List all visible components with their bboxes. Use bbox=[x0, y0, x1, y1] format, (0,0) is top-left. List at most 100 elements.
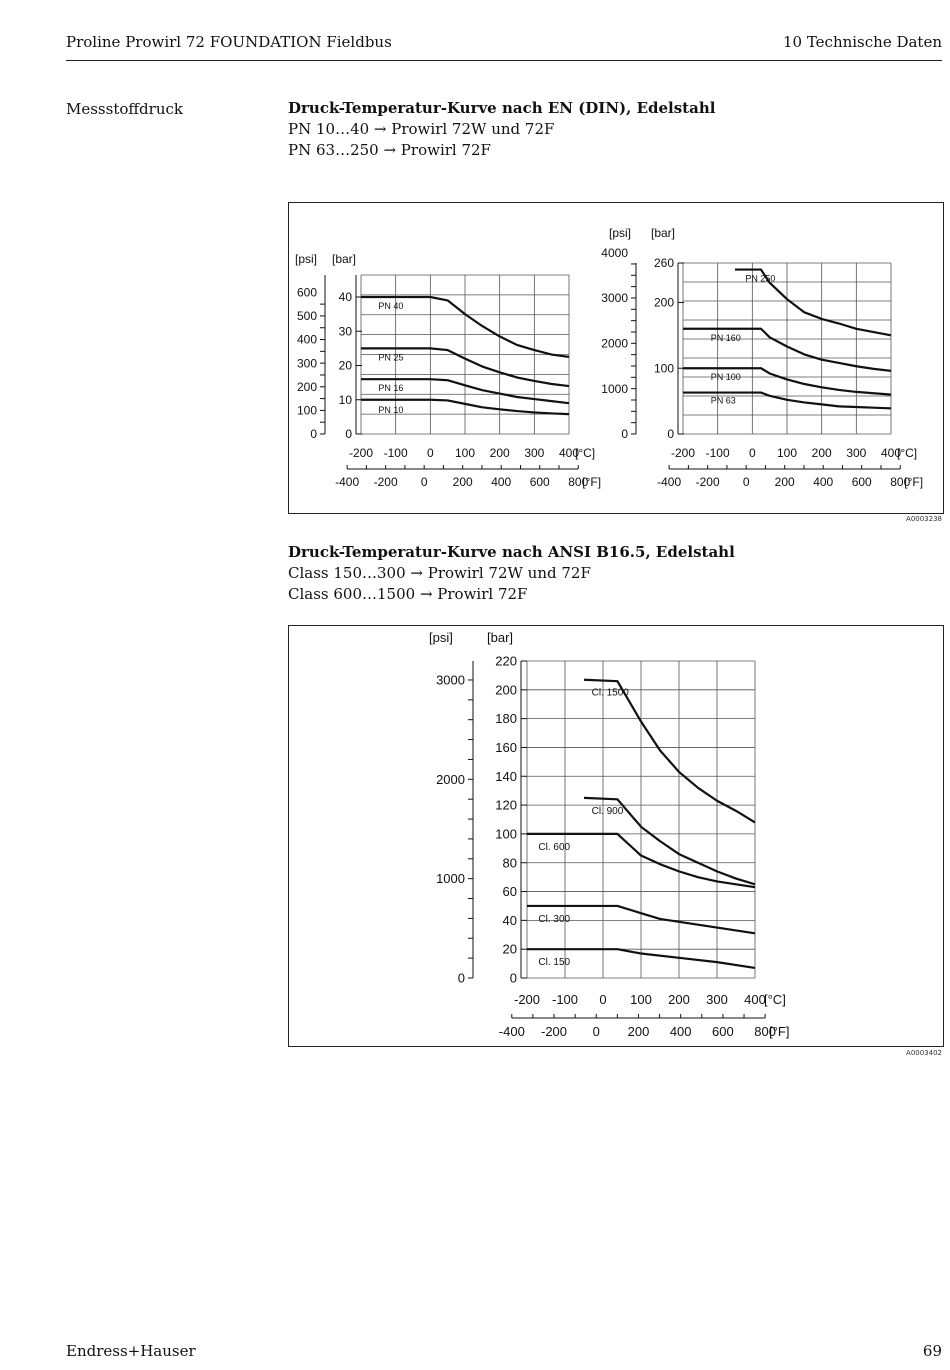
fahrenheit-tick-label: -200 bbox=[374, 475, 398, 489]
fahrenheit-tick-label: 600 bbox=[530, 475, 550, 489]
curve-label: PN 63 bbox=[711, 396, 736, 406]
fahrenheit-tick-label: 400 bbox=[813, 475, 833, 489]
psi-tick-label: 300 bbox=[297, 356, 317, 370]
celsius-tick-label: -200 bbox=[671, 446, 695, 460]
celsius-tick-label: 200 bbox=[812, 446, 832, 460]
bar-tick-label: 20 bbox=[503, 942, 517, 957]
curve-pn-16 bbox=[361, 378, 570, 405]
en-din-charts: 0 10 20 30 40 [bar] 0 100 200 300 400 500 600 [psi] -2… bbox=[295, 226, 923, 489]
curve-cl-300 bbox=[527, 904, 756, 935]
psi-tick-label: 400 bbox=[297, 333, 317, 347]
psi-tick-label: 2000 bbox=[601, 337, 628, 351]
psi-tick-label: 0 bbox=[310, 427, 317, 441]
chart-3: 020406080100120140160180200220[bar]01000… bbox=[429, 630, 790, 1039]
celsius-unit-label: [°C] bbox=[575, 446, 595, 460]
psi-unit-label: [psi] bbox=[429, 630, 453, 645]
section-2-title: Druck-Temperatur-Kurve nach ANSI B16.5, … bbox=[288, 543, 735, 561]
curve-label: Cl. 900 bbox=[592, 806, 624, 817]
curve-label: PN 160 bbox=[711, 333, 741, 343]
bar-unit-label: [bar] bbox=[487, 630, 513, 645]
psi-tick-label: 0 bbox=[621, 427, 628, 441]
psi-tick-label: 3000 bbox=[601, 291, 628, 305]
bar-unit-label: [bar] bbox=[332, 252, 356, 266]
celsius-tick-label: 400 bbox=[881, 446, 901, 460]
bar-tick-label: 0 bbox=[510, 971, 517, 986]
curve-label: Cl. 1500 bbox=[592, 688, 630, 699]
footer-company: Endress+Hauser bbox=[66, 1342, 196, 1360]
psi-unit-label: [psi] bbox=[609, 226, 631, 240]
side-label: Messstoffdruck bbox=[66, 100, 183, 118]
fahrenheit-tick-label: 200 bbox=[628, 1024, 650, 1039]
celsius-tick-label: 300 bbox=[706, 992, 728, 1007]
curve-label: PN 16 bbox=[378, 383, 403, 393]
bar-tick-label: 60 bbox=[503, 884, 517, 899]
page-number: 69 bbox=[922, 1342, 942, 1360]
curve-label: Cl. 150 bbox=[538, 957, 570, 968]
fahrenheit-tick-label: -400 bbox=[335, 475, 359, 489]
fahrenheit-tick-label: 400 bbox=[670, 1024, 692, 1039]
chart-1: 0 10 20 30 40 [bar] 0 100 200 300 400 500 600 [psi] -2… bbox=[295, 252, 601, 489]
celsius-tick-label: -100 bbox=[552, 992, 578, 1007]
psi-unit-label: [psi] bbox=[295, 252, 317, 266]
psi-tick-label: 600 bbox=[297, 286, 317, 300]
bar-tick-label: 100 bbox=[654, 361, 674, 375]
curve-cl-1500 bbox=[583, 678, 756, 824]
fahrenheit-tick-label: 0 bbox=[743, 475, 750, 489]
section-1-line-1: PN 10…40 → Prowirl 72W und 72F bbox=[288, 120, 555, 138]
bar-tick-label: 200 bbox=[495, 682, 517, 697]
curve-pn-100 bbox=[683, 367, 892, 396]
curve-pn-10 bbox=[361, 398, 570, 416]
bar-tick-label: 160 bbox=[495, 740, 517, 755]
celsius-tick-label: 200 bbox=[490, 446, 510, 460]
fahrenheit-tick-label: 0 bbox=[421, 475, 428, 489]
chart-2: 0100200260[bar]01000200030004000[psi]-20… bbox=[601, 226, 923, 489]
fahrenheit-unit-label: [°F] bbox=[582, 475, 601, 489]
header-title: Proline Prowirl 72 FOUNDATION Fieldbus bbox=[66, 33, 392, 51]
bar-tick-label: 140 bbox=[495, 769, 517, 784]
section-1-heading: Druck-Temperatur-Kurve nach EN (DIN), Ed… bbox=[288, 98, 715, 161]
figure-ansi: 0 20 40 60 80 100 120 140 160 180 200 220 [bar] 0 1000… bbox=[288, 625, 944, 1047]
bar-tick-label: 120 bbox=[495, 798, 517, 813]
celsius-tick-label: 200 bbox=[668, 992, 690, 1007]
celsius-tick-label: 300 bbox=[524, 446, 544, 460]
fahrenheit-tick-label: 800 bbox=[754, 1024, 776, 1039]
header-rule bbox=[66, 60, 942, 61]
curve-label: PN 100 bbox=[711, 372, 741, 382]
bar-tick-label: 200 bbox=[654, 296, 674, 310]
fahrenheit-tick-label: -400 bbox=[657, 475, 681, 489]
ansi-chart: 020406080100120140160180200220[bar]01000… bbox=[429, 630, 790, 1039]
celsius-tick-label: -100 bbox=[384, 446, 408, 460]
figure-2-id: A0003402 bbox=[906, 1049, 942, 1057]
curve-label: PN 25 bbox=[378, 352, 403, 362]
curve-cl-900 bbox=[583, 796, 756, 886]
curve-pn-250 bbox=[735, 268, 892, 337]
celsius-tick-label: 300 bbox=[846, 446, 866, 460]
bar-tick-label: 220 bbox=[495, 654, 517, 669]
curve-cl-600 bbox=[527, 832, 756, 889]
section-2-line-1: Class 150…300 → Prowirl 72W und 72F bbox=[288, 564, 591, 582]
bar-tick-label: 40 bbox=[339, 290, 353, 304]
fahrenheit-tick-label: 400 bbox=[491, 475, 511, 489]
curve-label: Cl. 600 bbox=[538, 842, 570, 853]
psi-tick-label: 1000 bbox=[436, 871, 465, 886]
fahrenheit-unit-label: [°F] bbox=[769, 1024, 789, 1039]
celsius-unit-label: [°C] bbox=[897, 446, 917, 460]
section-2-heading: Druck-Temperatur-Kurve nach ANSI B16.5, … bbox=[288, 542, 735, 605]
bar-tick-label: 80 bbox=[503, 855, 517, 870]
fahrenheit-tick-label: 0 bbox=[593, 1024, 600, 1039]
curve-pn-40 bbox=[361, 295, 570, 359]
celsius-tick-label: -200 bbox=[514, 992, 540, 1007]
bar-tick-label: 20 bbox=[339, 359, 353, 373]
psi-tick-label: 3000 bbox=[436, 673, 465, 688]
section-2-line-2: Class 600…1500 → Prowirl 72F bbox=[288, 585, 528, 603]
psi-tick-label: 1000 bbox=[601, 382, 628, 396]
bar-tick-label: 180 bbox=[495, 711, 517, 726]
curve-pn-63 bbox=[683, 391, 892, 410]
celsius-tick-label: 100 bbox=[455, 446, 475, 460]
bar-tick-label: 260 bbox=[654, 256, 674, 270]
bar-unit-label: [bar] bbox=[651, 226, 675, 240]
curve-pn-25 bbox=[361, 347, 570, 388]
section-1-line-2: PN 63…250 → Prowirl 72F bbox=[288, 141, 491, 159]
bar-tick-label: 30 bbox=[339, 324, 353, 338]
bar-tick-label: 40 bbox=[503, 913, 517, 928]
